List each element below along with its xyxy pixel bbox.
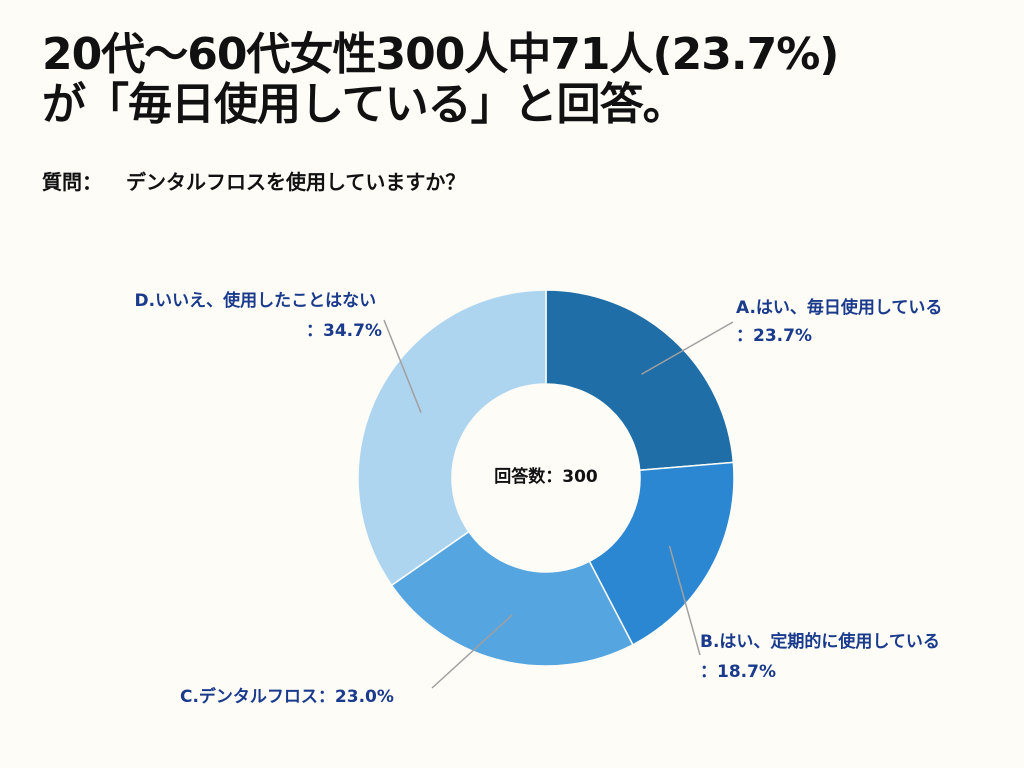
- slice-label-d: D.いいえ、使用したことはない ：34.7%: [135, 290, 383, 341]
- question-text: デンタルフロスを使用していますか？: [126, 170, 466, 194]
- slice-d: [357, 289, 547, 587]
- leader-lines-group: [383, 319, 734, 689]
- slice-b: [588, 461, 735, 646]
- leader-line-c: [431, 614, 513, 689]
- slice-label-d-name: D.いいえ、使用したことはない: [135, 290, 377, 311]
- slice-label-a-name: A.はい、毎日使用している: [736, 297, 942, 318]
- slices-group: [357, 289, 735, 667]
- slice-label-c-name: C.デンタルフロス: [180, 686, 318, 707]
- leader-line-b: [668, 545, 701, 656]
- slice-label-b: B.はい、定期的に使用している ：18.7%: [700, 631, 946, 682]
- leader-line-a: [641, 321, 734, 375]
- center-label: 回答数：300: [494, 466, 598, 487]
- leader-line-d: [383, 319, 422, 413]
- slice-label-a: A.はい、毎日使用している ：23.7%: [736, 297, 948, 346]
- title-line-1: 20代〜60代女性300人中71人(23.7%): [42, 29, 839, 80]
- slice-label-a-value: ：23.7%: [736, 326, 812, 346]
- title-line-2: が「毎日使用している」と回答。: [42, 79, 687, 130]
- slice-label-c-value: ：23.0%: [318, 687, 394, 707]
- question: 質問： デンタルフロスを使用していますか？: [42, 166, 465, 195]
- slice-label-b-value: ：18.7%: [700, 662, 776, 682]
- slice-c: [390, 530, 634, 667]
- slice-a: [545, 289, 735, 472]
- slice-label-b-name: B.はい、定期的に使用している: [700, 631, 940, 652]
- slice-label-c: C.デンタルフロス：23.0%: [180, 686, 394, 707]
- slice-label-d-value: ：34.7%: [306, 321, 382, 341]
- chart-title: 20代〜60代女性300人中71人(23.7%) が「毎日使用している」と回答。: [42, 30, 1002, 130]
- question-prefix: 質問：: [42, 170, 102, 194]
